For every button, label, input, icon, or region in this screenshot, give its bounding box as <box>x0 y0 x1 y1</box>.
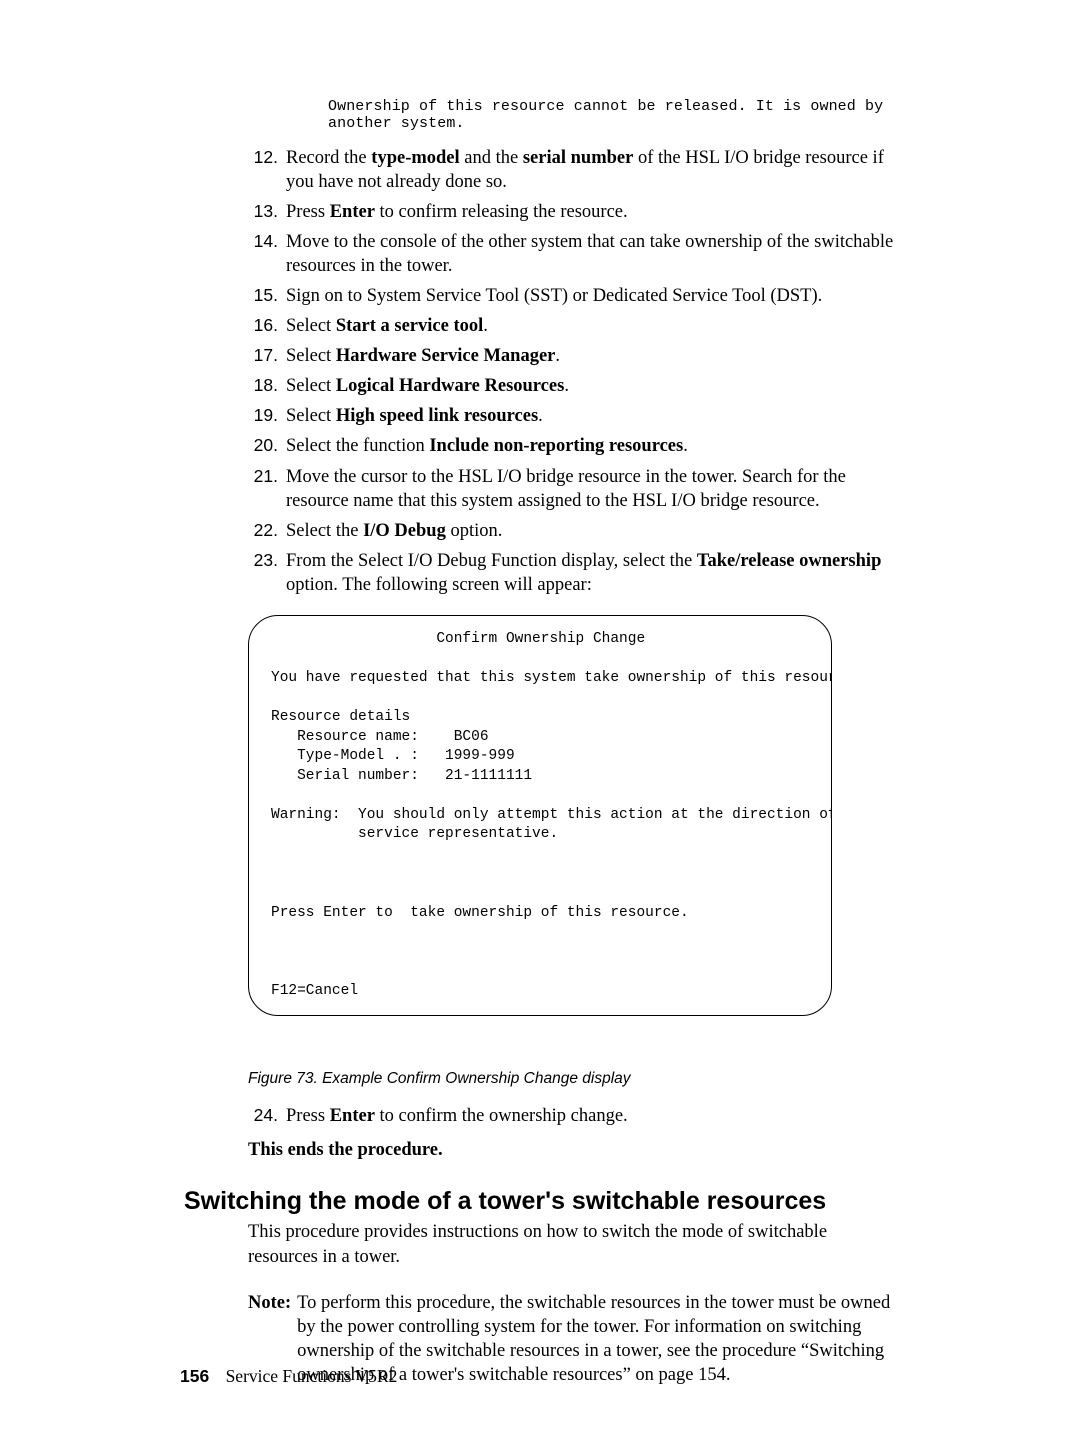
section-heading: Switching the mode of a tower's switchab… <box>184 1187 900 1216</box>
step-item: 12. Record the type-model and the serial … <box>180 146 900 194</box>
step-item: 15. Sign on to System Service Tool (SST) … <box>180 284 900 308</box>
step-text: Select High speed link resources. <box>286 404 900 428</box>
step-text: Sign on to System Service Tool (SST) or … <box>286 284 900 308</box>
step-number: 17. <box>248 344 278 367</box>
step-text: Select Start a service tool. <box>286 314 900 338</box>
screen-line: Press Enter to take ownership of this re… <box>271 905 689 921</box>
screen-line: Warning: You should only attempt this ac… <box>271 807 832 823</box>
step-number: 21. <box>248 465 278 488</box>
step-number: 23. <box>248 549 278 572</box>
screen-line: Resource details <box>271 709 410 725</box>
step-number: 12. <box>248 146 278 169</box>
confirm-ownership-screen: Confirm Ownership Change You have reques… <box>248 615 832 1017</box>
code-message-line2: another system. <box>328 115 465 132</box>
section-intro: This procedure provides instructions on … <box>248 1220 900 1268</box>
step-number: 20. <box>248 434 278 457</box>
step-text: Select Hardware Service Manager. <box>286 344 900 368</box>
step-text: Record the type-model and the serial num… <box>286 146 900 194</box>
step-number: 22. <box>248 519 278 542</box>
step-item: 23. From the Select I/O Debug Function di… <box>180 549 900 597</box>
footer-title: Service Functions V5R2 <box>226 1366 398 1386</box>
screen-line: F12=Cancel <box>271 983 358 999</box>
step-item: 17. Select Hardware Service Manager. <box>180 344 900 368</box>
screen-line: Type-Model . : 1999-999 <box>271 748 515 764</box>
screen-line: You have requested that this system take… <box>271 670 832 686</box>
step-number: 13. <box>248 200 278 223</box>
screen-line: service representative. <box>271 826 558 842</box>
step-item: 13. Press Enter to confirm releasing the … <box>180 200 900 224</box>
step-item: 21. Move the cursor to the HSL I/O bridge… <box>180 465 900 513</box>
step-item: 18. Select Logical Hardware Resources. <box>180 374 900 398</box>
code-message-line1: Ownership of this resource cannot be rel… <box>328 98 883 115</box>
step-text: Move the cursor to the HSL I/O bridge re… <box>286 465 900 513</box>
step-item: 20. Select the function Include non-repor… <box>180 434 900 458</box>
screen-line: Serial number: 21-1111111 <box>271 768 532 784</box>
screen-title: Confirm Ownership Change <box>271 631 645 647</box>
step-text: From the Select I/O Debug Function displ… <box>286 549 900 597</box>
step-item: 16. Select Start a service tool. <box>180 314 900 338</box>
step-text: Press Enter to confirm the ownership cha… <box>286 1104 900 1128</box>
step-item: 19. Select High speed link resources. <box>180 404 900 428</box>
step-number: 14. <box>248 230 278 253</box>
figure-caption: Figure 73. Example Confirm Ownership Cha… <box>248 1070 900 1088</box>
step-item: 22. Select the I/O Debug option. <box>180 519 900 543</box>
step-item: 14. Move to the console of the other syst… <box>180 230 900 278</box>
end-procedure: This ends the procedure. <box>248 1140 900 1161</box>
step-text: Select the function Include non-reportin… <box>286 434 900 458</box>
section-body: This procedure provides instructions on … <box>248 1220 900 1386</box>
page-number: 156 <box>180 1366 209 1386</box>
step-item: 24. Press Enter to confirm the ownership … <box>180 1104 900 1128</box>
step-number: 24. <box>248 1104 278 1127</box>
code-message: Ownership of this resource cannot be rel… <box>328 98 900 132</box>
document-page: Ownership of this resource cannot be rel… <box>0 0 1080 1431</box>
screen-line: Resource name: BC06 <box>271 729 489 745</box>
step-number: 19. <box>248 404 278 427</box>
step-text: Select the I/O Debug option. <box>286 519 900 543</box>
step-text: Select Logical Hardware Resources. <box>286 374 900 398</box>
step-text: Move to the console of the other system … <box>286 230 900 278</box>
step-text: Press Enter to confirm releasing the res… <box>286 200 900 224</box>
procedure-steps-b: 24. Press Enter to confirm the ownership … <box>180 1104 900 1128</box>
step-number: 16. <box>248 314 278 337</box>
procedure-steps-a: 12. Record the type-model and the serial … <box>180 146 900 597</box>
step-number: 15. <box>248 284 278 307</box>
page-footer: 156 Service Functions V5R2 <box>180 1366 397 1387</box>
step-number: 18. <box>248 374 278 397</box>
